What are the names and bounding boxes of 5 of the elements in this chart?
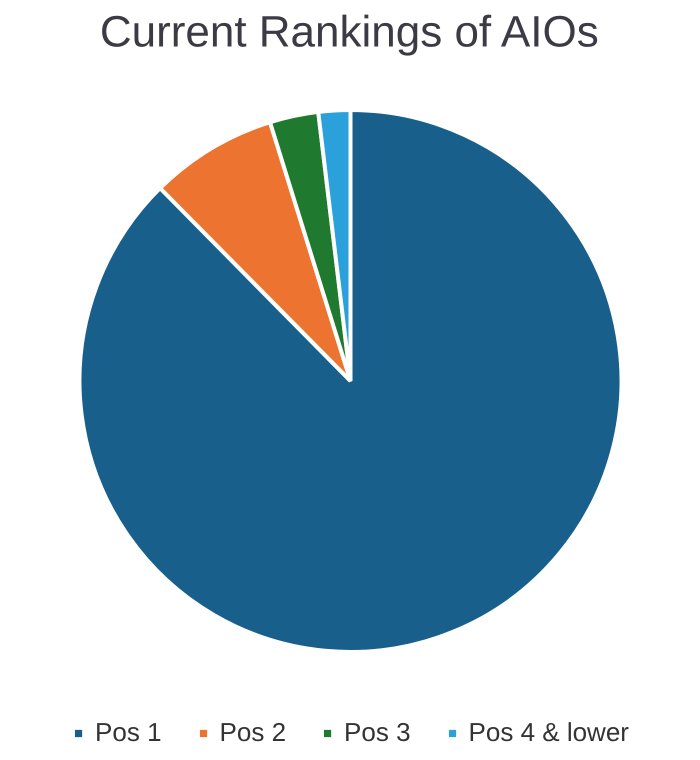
legend-label: Pos 3: [344, 717, 411, 748]
legend-label: Pos 4 & lower: [468, 717, 629, 748]
chart-title: Current Rankings of AIOs: [100, 8, 599, 56]
legend-label: Pos 2: [220, 717, 286, 748]
legend-label: Pos 1: [95, 717, 162, 748]
